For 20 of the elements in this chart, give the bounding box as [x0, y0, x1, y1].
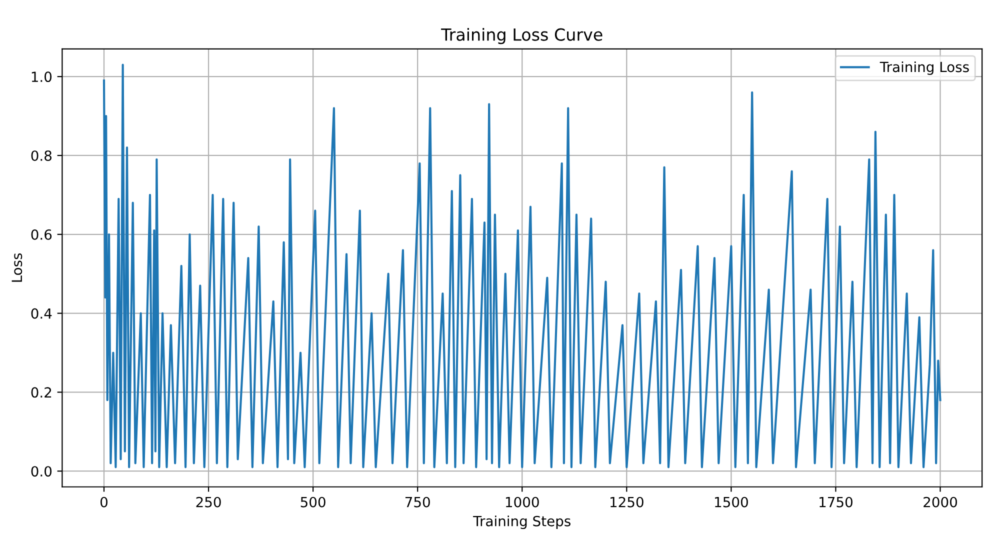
x-axis-title: Training Steps — [473, 516, 570, 530]
y-axis-title: Loss — [12, 253, 22, 282]
line-series — [102, 64, 942, 468]
y-tick-label: 0.6 — [31, 229, 52, 240]
y-tick-label: 0.0 — [31, 466, 52, 477]
x-tick-label: 1500 — [715, 496, 748, 508]
x-tick-label: 1750 — [820, 496, 852, 508]
x-tick-label: 1250 — [610, 496, 644, 508]
legend-label: Training Loss — [880, 61, 969, 75]
x-tick-label: 250 — [196, 496, 221, 508]
y-tick-label: 1.0 — [32, 72, 52, 82]
x-tick-label: 1000 — [506, 496, 539, 508]
chart-title: Training Loss Curve — [441, 28, 602, 44]
x-tick-label: 500 — [300, 496, 326, 508]
x-tick-label: 0 — [100, 496, 108, 508]
x-tick-label: 750 — [405, 496, 430, 508]
y-tick-label: 0.8 — [31, 150, 52, 161]
y-tick-label: 0.2 — [31, 387, 52, 398]
x-tick-label: 2000 — [924, 496, 958, 508]
y-tick-label: 0.4 — [31, 308, 52, 319]
